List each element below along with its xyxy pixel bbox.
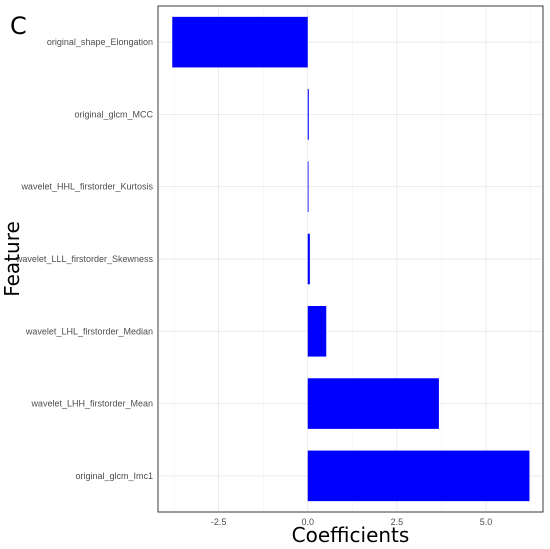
bar <box>307 89 309 140</box>
y-tick-label: wavelet_HHL_firstorder_Kurtosis <box>20 182 153 192</box>
bar <box>307 233 310 285</box>
y-tick-label: wavelet_LLL_firstorder_Skewness <box>15 254 154 264</box>
y-tick-label: wavelet_LHL_firstorder_Median <box>25 326 153 336</box>
x-axis-title: Coefficients <box>292 523 410 547</box>
bar <box>172 16 308 68</box>
y-tick-labels: original_shape_Elongation original_glcm_M… <box>15 37 154 481</box>
y-tick-label: wavelet_LHH_firstorder_Mean <box>30 399 153 409</box>
x-tick-label: 2.5 <box>391 517 404 527</box>
y-tick-label: original_glcm_MCC <box>74 109 153 119</box>
panel-label: C <box>10 12 27 40</box>
bar <box>307 378 439 429</box>
x-tick-label: 0.0 <box>301 517 314 527</box>
bar <box>307 450 530 502</box>
x-tick-labels: -2.5 0.0 2.5 5.0 <box>211 517 492 527</box>
x-tick-label: 5.0 <box>480 517 493 527</box>
bar <box>307 161 309 213</box>
plot-border <box>157 5 544 513</box>
y-tick-label: original_shape_Elongation <box>47 37 153 47</box>
bars <box>172 16 530 502</box>
x-tick-label: -2.5 <box>211 517 227 527</box>
y-axis-title: Feature <box>0 221 24 297</box>
bar <box>307 305 327 357</box>
y-tick-label: original_glcm_Imc1 <box>75 471 153 481</box>
